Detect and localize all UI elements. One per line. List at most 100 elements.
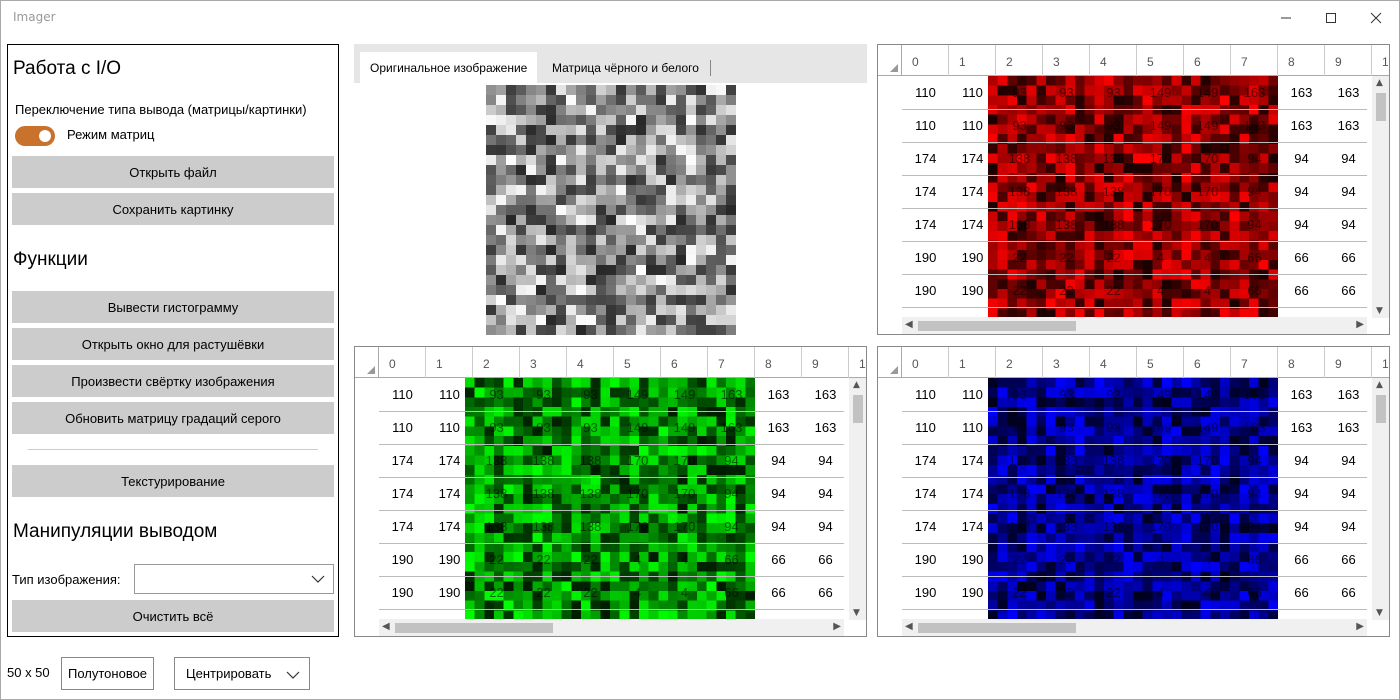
matrix-cell[interactable]: 66 <box>802 576 844 609</box>
matrix-cell[interactable]: 110 <box>379 411 426 444</box>
matrix-cell[interactable]: 22 <box>520 576 567 609</box>
matrix-cell[interactable]: 138 <box>473 444 520 477</box>
matrix-cell[interactable]: 163 <box>1325 109 1367 142</box>
align-dropdown[interactable]: Центрировать <box>174 657 310 690</box>
matrix-cell[interactable]: 138 <box>567 510 614 543</box>
matrix-cell[interactable]: 22 <box>567 576 614 609</box>
matrix-cell[interactable]: 174 <box>949 208 996 241</box>
horizontal-scrollbar[interactable]: ◀ ▶ <box>902 619 1367 636</box>
matrix-cell[interactable]: 174 <box>902 510 949 543</box>
matrix-cell[interactable]: 66 <box>1325 241 1367 274</box>
matrix-cell[interactable]: 138 <box>996 208 1043 241</box>
matrix-cell[interactable]: 138 <box>520 444 567 477</box>
matrix-cell[interactable]: 66 <box>1231 241 1278 274</box>
matrix-cell[interactable]: 93 <box>1043 411 1090 444</box>
scroll-down-icon[interactable]: ▼ <box>853 608 860 618</box>
open-file-button[interactable]: Открыть файл <box>12 156 334 188</box>
image-type-select[interactable] <box>134 564 334 594</box>
matrix-cell[interactable]: 94 <box>1278 477 1325 510</box>
matrix-cell[interactable]: 66 <box>1278 241 1325 274</box>
matrix-cell[interactable]: 190 <box>902 241 949 274</box>
matrix-cell[interactable]: 138 <box>1090 444 1137 477</box>
scroll-right-icon[interactable]: ▶ <box>833 621 841 632</box>
matrix-cell[interactable]: 138 <box>567 444 614 477</box>
matrix-cell[interactable]: 174 <box>949 477 996 510</box>
matrix-cell[interactable]: 94 <box>802 444 844 477</box>
matrix-cell[interactable]: 138 <box>1043 142 1090 175</box>
tab-original-image[interactable]: Оригинальное изображение <box>360 52 537 83</box>
matrix-cell[interactable]: 110 <box>902 76 949 109</box>
matrix-cell[interactable]: 93 <box>1090 76 1137 109</box>
clear-all-button[interactable]: Очистить всё <box>12 600 334 632</box>
matrix-cell[interactable]: 22 <box>996 274 1043 307</box>
matrix-cell[interactable]: 66 <box>1231 274 1278 307</box>
column-header[interactable]: 2 <box>996 45 1043 76</box>
save-picture-button[interactable]: Сохранить картинку <box>12 193 334 225</box>
matrix-cell[interactable]: 138 <box>1043 510 1090 543</box>
column-header[interactable]: 9 <box>1325 347 1372 378</box>
matrix-cell[interactable]: 4 <box>1184 274 1231 307</box>
matrix-cell[interactable]: 93 <box>1043 76 1090 109</box>
matrix-cell[interactable]: 93 <box>473 378 520 411</box>
matrix-cell[interactable]: 93 <box>567 411 614 444</box>
matrix-cell[interactable]: 94 <box>1231 175 1278 208</box>
histogram-button[interactable]: Вывести гистограмму <box>12 291 334 323</box>
matrix-cell[interactable]: 163 <box>1231 109 1278 142</box>
matrix-cell[interactable]: 163 <box>755 411 802 444</box>
matrix-cell[interactable]: 94 <box>755 444 802 477</box>
column-header[interactable]: 3 <box>520 347 567 378</box>
matrix-cell[interactable]: 138 <box>1090 175 1137 208</box>
minimize-button[interactable] <box>1263 1 1309 35</box>
matrix-cell[interactable]: 94 <box>1325 208 1367 241</box>
matrix-cell[interactable]: 163 <box>1325 411 1367 444</box>
column-header[interactable]: 1 <box>949 45 996 76</box>
matrix-cell[interactable]: 170 <box>1137 510 1184 543</box>
matrix-cell[interactable]: 174 <box>902 208 949 241</box>
matrix-cell[interactable]: 94 <box>1278 444 1325 477</box>
scroll-up-icon[interactable]: ▲ <box>1376 380 1383 390</box>
matrix-cell[interactable]: 94 <box>1325 175 1367 208</box>
matrix-cell[interactable]: 94 <box>1278 208 1325 241</box>
matrix-cell[interactable]: 93 <box>520 411 567 444</box>
matrix-cell[interactable]: 93 <box>567 378 614 411</box>
matrix-cell[interactable]: 190 <box>902 274 949 307</box>
matrix-cell[interactable]: 94 <box>1325 444 1367 477</box>
column-header[interactable]: 6 <box>661 347 708 378</box>
matrix-cell[interactable]: 163 <box>1231 411 1278 444</box>
matrix-cell[interactable]: 174 <box>949 142 996 175</box>
matrix-cell[interactable]: 149 <box>1137 411 1184 444</box>
column-header[interactable]: 8 <box>1278 45 1325 76</box>
column-header[interactable]: 6 <box>1184 45 1231 76</box>
matrix-cell[interactable]: 138 <box>473 477 520 510</box>
matrix-cell[interactable]: 22 <box>1090 274 1137 307</box>
matrix-cell[interactable]: 66 <box>1231 543 1278 576</box>
matrix-cell[interactable]: 138 <box>1090 142 1137 175</box>
matrix-cell[interactable]: 66 <box>1278 274 1325 307</box>
matrix-cell[interactable]: 138 <box>1043 208 1090 241</box>
column-header[interactable]: 8 <box>755 347 802 378</box>
matrix-cell[interactable]: 174 <box>426 477 473 510</box>
column-header[interactable]: 1 <box>849 347 867 378</box>
matrix-cell[interactable]: 110 <box>379 378 426 411</box>
matrix-cell[interactable]: 170 <box>614 477 661 510</box>
matrix-cell[interactable]: 174 <box>902 142 949 175</box>
matrix-cell[interactable]: 170 <box>1184 175 1231 208</box>
matrix-cell[interactable]: 93 <box>996 109 1043 142</box>
column-header[interactable]: 1 <box>1372 45 1390 76</box>
matrix-cell[interactable]: 93 <box>520 378 567 411</box>
matrix-cell[interactable]: 94 <box>755 477 802 510</box>
column-header[interactable]: 1 <box>426 347 473 378</box>
matrix-cell[interactable]: 94 <box>708 477 755 510</box>
matrix-cell[interactable]: 66 <box>802 543 844 576</box>
matrix-cell[interactable]: 66 <box>1278 543 1325 576</box>
matrix-cell[interactable]: 94 <box>708 444 755 477</box>
scroll-up-icon[interactable]: ▲ <box>853 380 860 390</box>
matrix-cell[interactable]: 22 <box>996 576 1043 609</box>
matrix-cell[interactable]: 190 <box>426 543 473 576</box>
vertical-scroll-thumb[interactable] <box>853 395 863 423</box>
matrix-cell[interactable]: 163 <box>1278 411 1325 444</box>
matrix-cell[interactable]: 4 <box>1137 241 1184 274</box>
scroll-down-icon[interactable]: ▼ <box>1376 306 1383 316</box>
matrix-cell[interactable]: 149 <box>614 411 661 444</box>
matrix-cell[interactable]: 149 <box>614 378 661 411</box>
